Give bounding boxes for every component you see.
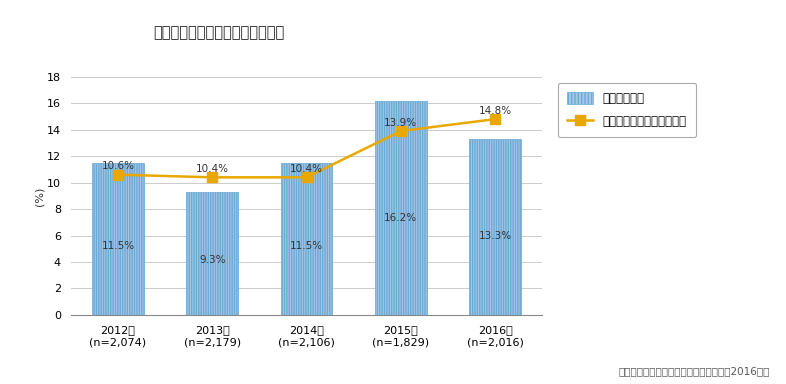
Text: 13.9%: 13.9% — [384, 118, 417, 128]
Bar — [375, 101, 427, 315]
Text: 13.3%: 13.3% — [479, 231, 512, 241]
Text: 10.4%: 10.4% — [290, 164, 323, 174]
Y-axis label: (%): (%) — [34, 186, 44, 205]
Bar — [281, 163, 332, 315]
Text: 10.4%: 10.4% — [196, 164, 229, 174]
Text: 図表4-2-1-2: 図表4-2-1-2 — [44, 18, 109, 31]
Text: （出典）総務省「通信利用動向調査」（2016年）: （出典）総務省「通信利用動向調査」（2016年） — [619, 366, 770, 376]
Text: 16.2%: 16.2% — [384, 214, 417, 223]
Legend: 導入している, 導入している（移動平均）: 導入している, 導入している（移動平均） — [558, 83, 696, 137]
Text: 企業におけるテレワークの導入率: 企業におけるテレワークの導入率 — [153, 25, 285, 40]
Text: 11.5%: 11.5% — [290, 242, 323, 252]
Text: 14.8%: 14.8% — [479, 106, 512, 116]
Bar — [469, 139, 521, 315]
Text: 9.3%: 9.3% — [199, 255, 226, 265]
Text: 10.6%: 10.6% — [101, 161, 134, 171]
Bar — [92, 163, 144, 315]
Bar — [186, 192, 238, 315]
Text: 11.5%: 11.5% — [101, 242, 134, 252]
